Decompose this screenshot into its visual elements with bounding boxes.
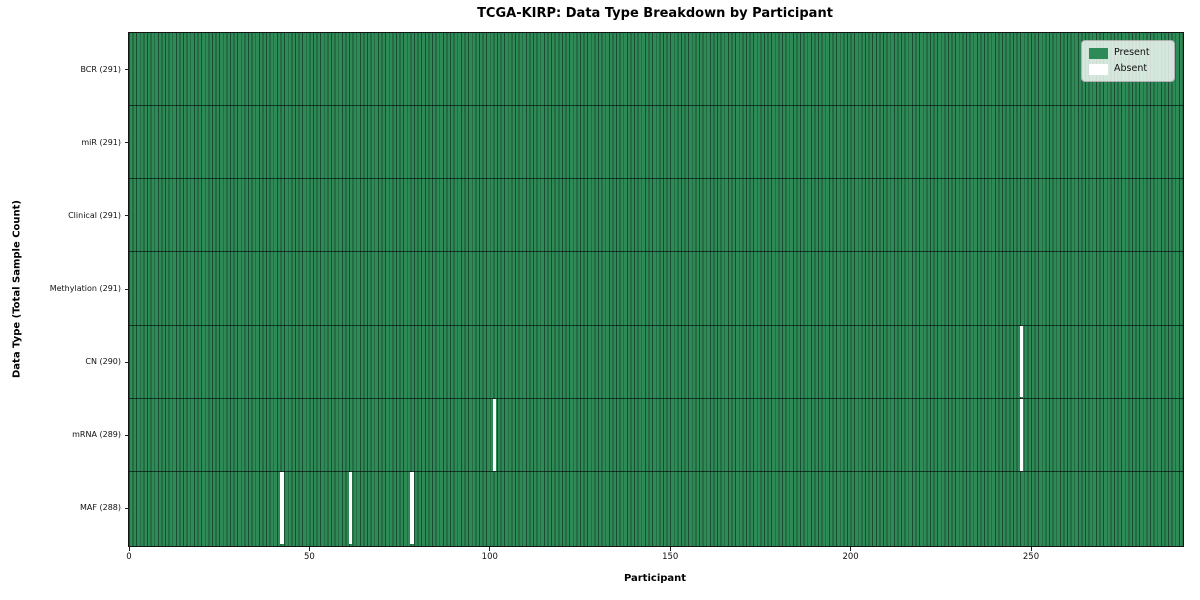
x-tick-mark — [1030, 546, 1032, 551]
x-tick-mark — [850, 546, 852, 551]
x-tick-label-100: 100 — [481, 552, 498, 562]
x-tick-label-150: 150 — [662, 552, 679, 562]
x-tick-mark — [308, 546, 310, 551]
legend-label-present: Present — [1114, 47, 1150, 58]
absent-bar-mRNA-101 — [493, 399, 497, 471]
x-tick-label-200: 200 — [842, 552, 859, 562]
absent-bar-MAF-78 — [410, 472, 414, 544]
y-tick-label-miR: miR (291) — [81, 137, 121, 147]
row-separator — [128, 178, 1183, 180]
absent-swatch-icon — [1089, 63, 1108, 75]
y-tick-mark — [124, 361, 129, 363]
y-tick-label-Methylation: Methylation (291) — [49, 284, 121, 293]
heatmap-plot-area — [127, 31, 1184, 547]
x-tick-mark — [489, 546, 491, 551]
legend-item-present: Present — [1089, 47, 1166, 59]
x-axis-title: Participant — [623, 573, 687, 584]
chart-title: TCGA-KIRP: Data Type Breakdown by Partic… — [477, 6, 833, 21]
y-tick-mark — [124, 142, 129, 144]
absent-bar-mRNA-247 — [1020, 399, 1024, 471]
y-tick-mark — [124, 434, 129, 436]
y-tick-mark — [124, 507, 129, 509]
x-tick-label-0: 0 — [126, 552, 132, 562]
present-swatch-icon — [1089, 47, 1108, 59]
legend: Present Absent — [1081, 40, 1175, 82]
y-tick-mark — [124, 288, 129, 290]
y-tick-label-CN: CN (290) — [85, 357, 121, 367]
x-tick-label-250: 250 — [1022, 552, 1040, 562]
legend-item-absent: Absent — [1089, 63, 1166, 75]
absent-bar-MAF-42 — [280, 472, 284, 544]
y-tick-label-mRNA: mRNA (289) — [72, 430, 121, 440]
y-tick-label-MAF: MAF (288) — [79, 503, 121, 513]
row-separator — [128, 251, 1183, 253]
y-tick-mark — [124, 69, 129, 71]
row-separator — [128, 397, 1183, 399]
absent-bar-MAF-61 — [348, 472, 353, 544]
y-tick-mark — [124, 215, 129, 217]
row-separator — [128, 470, 1183, 472]
row-separator — [128, 324, 1183, 326]
row-separator — [128, 105, 1183, 107]
y-axis-title: Data Type (Total Sample Count) — [11, 199, 23, 379]
y-tick-label-Clinical: Clinical (291) — [68, 210, 121, 220]
x-tick-mark — [669, 546, 671, 551]
y-tick-label-BCR: BCR (291) — [80, 64, 121, 74]
x-tick-mark — [128, 546, 130, 551]
x-tick-label-50: 50 — [303, 552, 315, 562]
absent-bar-CN-247 — [1020, 325, 1024, 398]
legend-label-absent: Absent — [1114, 63, 1148, 74]
